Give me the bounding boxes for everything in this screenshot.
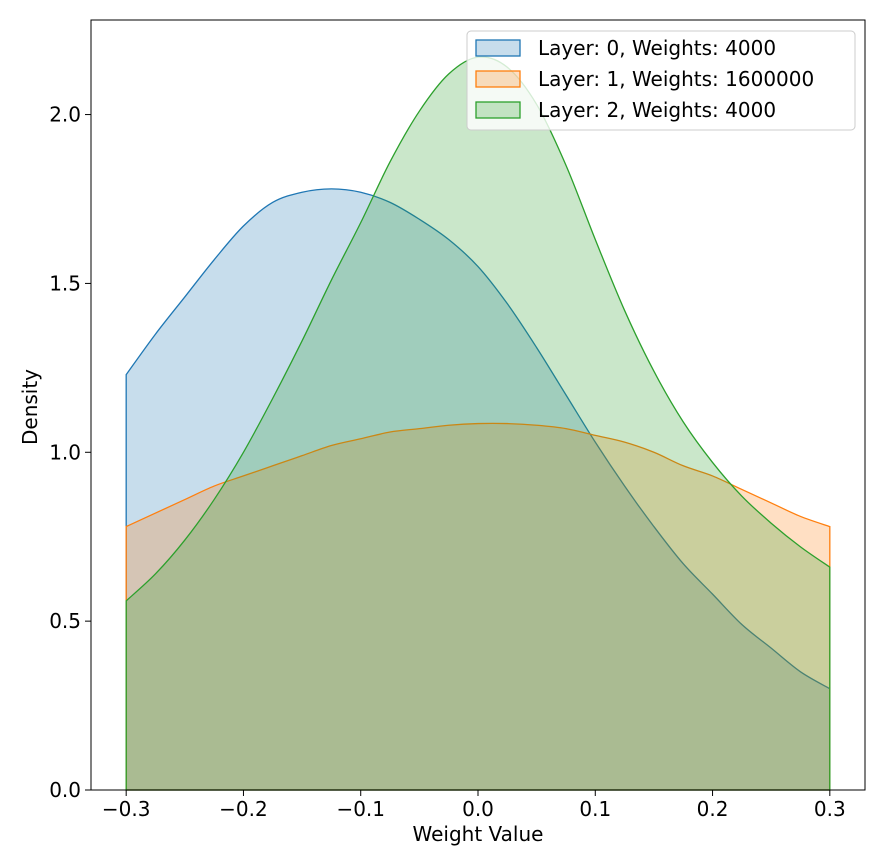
x-tick-label: 0.2 [697, 797, 729, 821]
x-axis: −0.3 −0.2 −0.1 0.0 0.1 0.2 0.3 [102, 790, 846, 821]
series-area-layer-0 [125, 188, 831, 791]
series-area-layer-1 [125, 422, 831, 791]
y-tick-label: 1.5 [49, 271, 81, 295]
legend-items: Layer: 0, Weights: 4000 Layer: 1, Weights… [475, 36, 814, 122]
y-tick-label: 0.5 [49, 609, 81, 633]
x-tick-label: 0.0 [462, 797, 494, 821]
x-tick-label: 0.3 [814, 797, 846, 821]
x-tick-label: 0.1 [579, 797, 611, 821]
y-tick-label: 0.0 [49, 778, 81, 802]
legend-swatch-layer-1 [475, 70, 521, 88]
x-tick-label: −0.1 [336, 797, 385, 821]
y-axis-label: Density [18, 369, 42, 445]
x-tick-label: −0.2 [219, 797, 268, 821]
y-tick-label: 2.0 [49, 103, 81, 127]
legend-swatch-layer-2 [475, 101, 521, 119]
legend-frame [466, 30, 856, 131]
x-axis-label: Weight Value [413, 822, 544, 846]
x-tick-label: −0.3 [102, 797, 151, 821]
y-tick-label: 1.0 [49, 440, 81, 464]
legend-label-layer-1: Layer: 1, Weights: 1600000 [538, 67, 814, 91]
series-layer [125, 56, 831, 791]
legend-label-layer-2: Layer: 2, Weights: 4000 [538, 98, 776, 122]
legend: Layer: 0, Weights: 4000 Layer: 1, Weights… [466, 30, 856, 131]
legend-label-layer-0: Layer: 0, Weights: 4000 [538, 36, 776, 60]
legend-swatch-layer-0 [475, 39, 521, 57]
y-axis: 0.0 0.5 1.0 1.5 2.0 [49, 103, 91, 802]
